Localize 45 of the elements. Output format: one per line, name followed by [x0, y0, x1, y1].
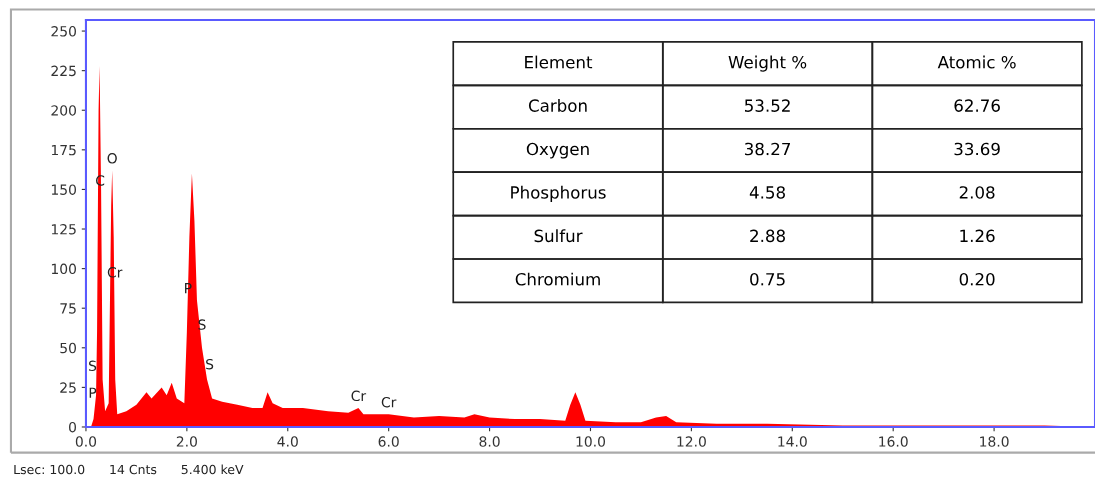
annotation: 33.69 [954, 142, 1000, 156]
annotation: 2.08 [959, 186, 995, 199]
y-tick-label: 100 [51, 263, 77, 275]
y-tick-label: 50 [60, 342, 77, 354]
annotation: Cr [351, 390, 367, 402]
y-tick-label: 125 [51, 223, 76, 235]
x-tick-label: 10.0 [576, 436, 606, 447]
annotation: 62.76 [954, 99, 1000, 112]
x-tick-label: 6.0 [378, 436, 399, 447]
x-tick-label: 18.0 [980, 436, 1009, 447]
annotation: Element [525, 55, 593, 69]
x-tick-label: 4.0 [277, 436, 298, 447]
annotation: Atomic % [937, 55, 1016, 69]
y-tick-label: 200 [51, 105, 77, 116]
y-tick-label: 250 [51, 26, 77, 37]
annotation: Cr [381, 396, 397, 408]
x-tick-label: 14.0 [778, 436, 807, 447]
annotation: S [206, 358, 214, 370]
annotation: Chromium [515, 272, 600, 286]
annotation: 53.52 [745, 99, 790, 112]
x-tick-label: 8.0 [479, 436, 500, 447]
y-tick-label: 225 [51, 65, 76, 77]
x-tick-label: 16.0 [879, 436, 908, 447]
annotation: Carbon [528, 99, 587, 112]
annotation: 2.88 [750, 229, 785, 243]
text: Lsec: 100.0 14 Cnts 5.400 keV [14, 464, 244, 475]
x-tick-label: 12.0 [677, 436, 706, 447]
y-tick-label: 75 [60, 303, 76, 314]
y-tick-label: 175 [51, 144, 76, 156]
annotation: S [89, 360, 97, 372]
y-tick-label: 150 [51, 184, 77, 195]
annotation: Phosphorus [511, 185, 606, 202]
annotation: Weight % [728, 55, 807, 72]
annotation: Sulfur [534, 229, 583, 243]
annotation: 0.75 [750, 272, 785, 286]
y-tick-label: 0 [69, 421, 77, 433]
annotation: 1.26 [960, 229, 995, 243]
x-tick-label: 2.0 [176, 436, 197, 447]
annotation: O [107, 153, 117, 164]
y-tick-label: 25 [60, 382, 76, 393]
annotation: 4.58 [749, 186, 785, 199]
x-tick-label: 0.0 [75, 436, 97, 447]
annotation: Oxygen [526, 142, 589, 159]
annotation: 38.27 [744, 142, 790, 156]
annotation: 0.20 [959, 272, 995, 286]
